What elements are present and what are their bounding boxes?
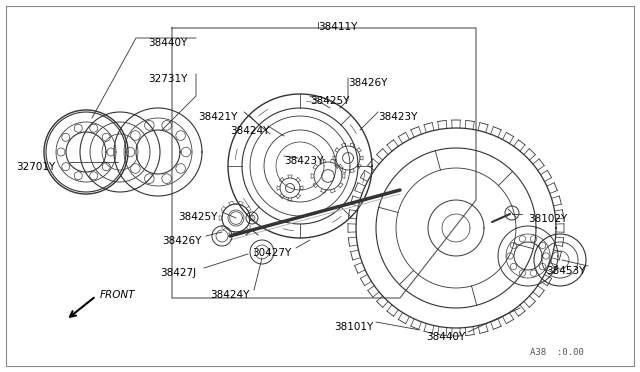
Text: FRONT: FRONT [100, 290, 136, 300]
Text: 30427Y: 30427Y [252, 248, 291, 258]
Text: 38423Y: 38423Y [378, 112, 417, 122]
Text: 38453Y: 38453Y [546, 266, 586, 276]
Text: 38411Y: 38411Y [318, 22, 357, 32]
Text: 38424Y: 38424Y [210, 290, 250, 300]
Text: 38101Y: 38101Y [334, 322, 373, 332]
Text: 38427J: 38427J [160, 268, 196, 278]
Text: 38425Y: 38425Y [310, 96, 349, 106]
Text: 32731Y: 32731Y [148, 74, 188, 84]
Text: 38426Y: 38426Y [162, 236, 202, 246]
Text: 38425Y: 38425Y [178, 212, 218, 222]
Text: 38440Y: 38440Y [426, 332, 465, 342]
Text: 38424Y: 38424Y [230, 126, 269, 136]
Text: 38421Y: 38421Y [198, 112, 237, 122]
Text: 38102Y: 38102Y [528, 214, 567, 224]
Text: 38426Y: 38426Y [348, 78, 387, 88]
Text: 38440Y: 38440Y [148, 38, 188, 48]
Text: 38423Y: 38423Y [284, 156, 323, 166]
Text: A38  :0.00: A38 :0.00 [530, 348, 584, 357]
Text: 32701Y: 32701Y [16, 162, 55, 172]
